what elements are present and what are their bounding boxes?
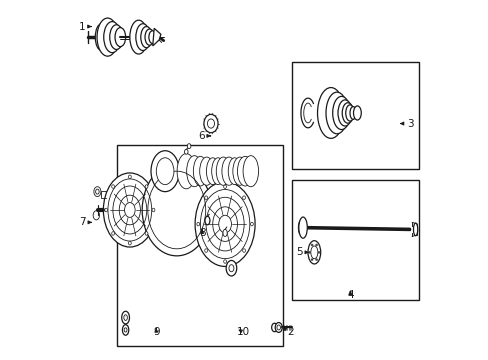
Ellipse shape bbox=[128, 175, 131, 179]
Ellipse shape bbox=[193, 156, 207, 186]
Ellipse shape bbox=[94, 187, 101, 197]
Ellipse shape bbox=[317, 251, 319, 253]
Ellipse shape bbox=[353, 106, 361, 120]
Ellipse shape bbox=[228, 158, 241, 185]
Ellipse shape bbox=[337, 100, 351, 126]
Ellipse shape bbox=[145, 232, 148, 235]
Ellipse shape bbox=[186, 156, 202, 187]
Ellipse shape bbox=[136, 24, 150, 50]
Ellipse shape bbox=[187, 144, 190, 149]
Ellipse shape bbox=[211, 158, 224, 185]
Text: 2: 2 bbox=[283, 327, 293, 337]
Ellipse shape bbox=[207, 119, 214, 128]
Ellipse shape bbox=[195, 182, 255, 266]
Ellipse shape bbox=[315, 244, 317, 246]
Ellipse shape bbox=[298, 217, 306, 238]
Ellipse shape bbox=[218, 215, 231, 233]
Ellipse shape bbox=[242, 249, 245, 252]
Ellipse shape bbox=[145, 185, 148, 188]
Ellipse shape bbox=[152, 208, 155, 212]
Ellipse shape bbox=[223, 185, 226, 189]
Ellipse shape bbox=[93, 211, 99, 220]
Ellipse shape bbox=[317, 87, 344, 138]
Ellipse shape bbox=[222, 157, 236, 185]
Ellipse shape bbox=[216, 157, 230, 185]
Ellipse shape bbox=[199, 157, 213, 185]
Ellipse shape bbox=[111, 185, 114, 188]
Ellipse shape bbox=[204, 216, 209, 225]
Text: 6: 6 bbox=[198, 131, 210, 141]
Ellipse shape bbox=[96, 189, 99, 194]
Ellipse shape bbox=[237, 156, 252, 186]
Ellipse shape bbox=[124, 328, 127, 332]
Ellipse shape bbox=[307, 241, 320, 264]
Ellipse shape bbox=[97, 18, 118, 56]
Ellipse shape bbox=[228, 265, 233, 272]
Bar bbox=[117, 145, 283, 346]
Text: 4: 4 bbox=[346, 290, 353, 300]
Ellipse shape bbox=[349, 107, 356, 119]
Ellipse shape bbox=[243, 156, 258, 187]
Ellipse shape bbox=[130, 20, 147, 54]
Ellipse shape bbox=[325, 92, 347, 134]
Ellipse shape bbox=[315, 258, 317, 261]
Ellipse shape bbox=[123, 315, 127, 320]
Ellipse shape bbox=[122, 311, 129, 324]
Ellipse shape bbox=[204, 249, 207, 252]
Text: 8: 8 bbox=[199, 228, 205, 238]
Text: 1: 1 bbox=[79, 22, 91, 32]
Polygon shape bbox=[152, 28, 161, 46]
Ellipse shape bbox=[104, 208, 107, 212]
Ellipse shape bbox=[151, 151, 179, 192]
Ellipse shape bbox=[342, 103, 353, 123]
Text: 7: 7 bbox=[79, 217, 91, 227]
Ellipse shape bbox=[142, 164, 211, 256]
Ellipse shape bbox=[308, 251, 310, 253]
Ellipse shape bbox=[122, 325, 128, 335]
Ellipse shape bbox=[332, 96, 349, 130]
Ellipse shape bbox=[276, 325, 280, 330]
Text: 3: 3 bbox=[400, 118, 413, 129]
Ellipse shape bbox=[413, 223, 417, 236]
Text: 10: 10 bbox=[237, 327, 250, 337]
Bar bbox=[291, 180, 418, 300]
Ellipse shape bbox=[124, 203, 135, 217]
Ellipse shape bbox=[242, 196, 245, 199]
Ellipse shape bbox=[145, 29, 154, 45]
Ellipse shape bbox=[156, 158, 174, 185]
Ellipse shape bbox=[250, 222, 253, 226]
Ellipse shape bbox=[141, 27, 152, 48]
Ellipse shape bbox=[298, 221, 303, 235]
Ellipse shape bbox=[271, 323, 277, 332]
Ellipse shape bbox=[345, 105, 353, 121]
Ellipse shape bbox=[275, 323, 282, 332]
Ellipse shape bbox=[115, 28, 125, 47]
Ellipse shape bbox=[223, 260, 226, 263]
Bar bbox=[291, 62, 418, 170]
Ellipse shape bbox=[177, 154, 195, 189]
Ellipse shape bbox=[310, 244, 312, 246]
Ellipse shape bbox=[197, 222, 199, 226]
Ellipse shape bbox=[95, 24, 108, 50]
Ellipse shape bbox=[103, 22, 121, 53]
Ellipse shape bbox=[148, 31, 156, 44]
Ellipse shape bbox=[225, 260, 236, 276]
Ellipse shape bbox=[97, 28, 105, 46]
Ellipse shape bbox=[128, 242, 131, 245]
Ellipse shape bbox=[184, 149, 188, 154]
Text: 5: 5 bbox=[295, 247, 307, 257]
Ellipse shape bbox=[203, 114, 218, 133]
Text: 9: 9 bbox=[153, 327, 159, 337]
Ellipse shape bbox=[223, 229, 227, 237]
Ellipse shape bbox=[204, 196, 207, 199]
Ellipse shape bbox=[206, 158, 219, 185]
Ellipse shape bbox=[232, 157, 246, 185]
Ellipse shape bbox=[109, 25, 123, 49]
Ellipse shape bbox=[310, 246, 317, 259]
Ellipse shape bbox=[103, 173, 156, 247]
Ellipse shape bbox=[310, 258, 312, 261]
Ellipse shape bbox=[111, 232, 114, 235]
